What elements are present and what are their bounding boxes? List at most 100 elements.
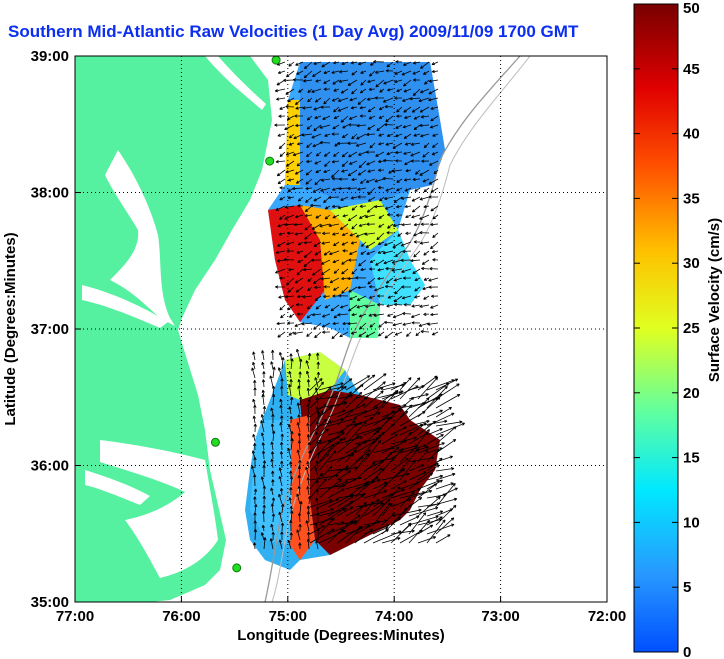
current-arrow (312, 268, 322, 276)
current-arrow (253, 457, 257, 468)
current-arrow (304, 223, 313, 231)
current-arrow (261, 450, 266, 460)
current-arrow (401, 295, 412, 300)
current-arrow (354, 502, 367, 517)
current-arrow (356, 295, 367, 301)
current-arrow (253, 529, 258, 541)
current-arrow (278, 467, 283, 478)
current-arrow (332, 321, 340, 326)
current-arrow (422, 70, 430, 75)
current-arrow (272, 366, 276, 379)
current-arrow (306, 511, 311, 523)
current-arrow (276, 97, 286, 101)
current-arrow (396, 106, 403, 113)
current-arrow (368, 285, 376, 289)
current-arrow (405, 168, 412, 173)
current-arrow (363, 373, 387, 391)
current-arrow (386, 231, 394, 235)
current-arrow (307, 398, 311, 406)
current-arrow (349, 160, 358, 165)
current-arrow (369, 322, 376, 328)
current-arrow (399, 459, 416, 481)
current-arrow (313, 61, 322, 65)
current-arrow (378, 133, 385, 137)
current-arrow (428, 97, 439, 102)
current-arrow (321, 61, 331, 68)
current-arrow (271, 385, 276, 397)
current-arrow (306, 304, 313, 310)
current-arrow (412, 61, 421, 65)
current-arrow (348, 258, 358, 262)
current-arrow (318, 382, 344, 391)
current-arrow (294, 277, 304, 284)
current-arrow (270, 523, 274, 532)
current-arrow (322, 330, 331, 334)
current-arrow (306, 124, 313, 130)
current-arrow (368, 87, 376, 91)
current-arrow (306, 370, 310, 379)
x-axis-label: Longitude (Degrees:Minutes) (237, 627, 445, 644)
current-arrow (292, 151, 304, 157)
current-arrow (270, 423, 275, 433)
current-arrow (296, 294, 304, 299)
current-arrow (289, 470, 293, 478)
current-arrow (306, 434, 311, 442)
current-arrow (288, 331, 295, 336)
current-arrow (296, 348, 301, 361)
current-arrow (412, 70, 421, 75)
current-arrow (393, 196, 403, 203)
current-arrow (419, 106, 430, 113)
current-arrow (260, 432, 265, 442)
current-arrow (306, 477, 310, 487)
current-arrow (426, 385, 448, 409)
current-arrow (429, 124, 439, 129)
current-arrow (296, 402, 301, 415)
current-arrow (252, 351, 256, 361)
current-arrow (435, 482, 454, 490)
current-arrow (332, 232, 340, 236)
current-arrow (399, 504, 412, 517)
current-arrow (395, 60, 403, 64)
current-arrow (411, 321, 421, 325)
current-arrow (358, 223, 367, 227)
current-arrow (309, 508, 334, 517)
current-arrow (374, 96, 385, 100)
colorbar-tick-label: 15 (683, 450, 700, 467)
current-arrow (287, 539, 292, 550)
current-arrow (324, 205, 331, 210)
current-arrow (341, 232, 349, 236)
current-arrow (417, 496, 441, 517)
current-arrow (262, 495, 266, 505)
current-arrow (369, 259, 376, 263)
current-arrow (260, 414, 265, 424)
current-arrow (378, 142, 385, 146)
current-arrow (423, 187, 430, 193)
current-arrow (365, 331, 376, 338)
current-arrow (399, 444, 427, 454)
current-arrow (384, 196, 394, 201)
current-arrow (402, 322, 412, 326)
current-arrow (421, 159, 430, 163)
current-arrow (336, 466, 358, 472)
current-arrow (382, 97, 394, 103)
current-arrow (279, 422, 283, 433)
y-tick-label: 39:00 (31, 48, 69, 65)
colorbar (633, 3, 679, 653)
current-arrow (286, 231, 295, 235)
current-arrow (381, 433, 398, 445)
current-arrow (423, 250, 430, 256)
current-arrow (363, 467, 383, 481)
current-arrow (394, 250, 403, 258)
current-arrow (372, 468, 385, 481)
current-arrow (320, 259, 331, 265)
current-arrow (428, 277, 439, 282)
current-arrow (331, 331, 340, 340)
current-arrow (435, 534, 451, 544)
current-arrow (285, 151, 295, 156)
current-arrow (284, 214, 295, 220)
current-arrow (307, 352, 312, 361)
current-arrow (271, 531, 275, 541)
current-arrow (381, 448, 403, 472)
current-arrow (278, 475, 283, 487)
current-arrow (309, 403, 327, 418)
